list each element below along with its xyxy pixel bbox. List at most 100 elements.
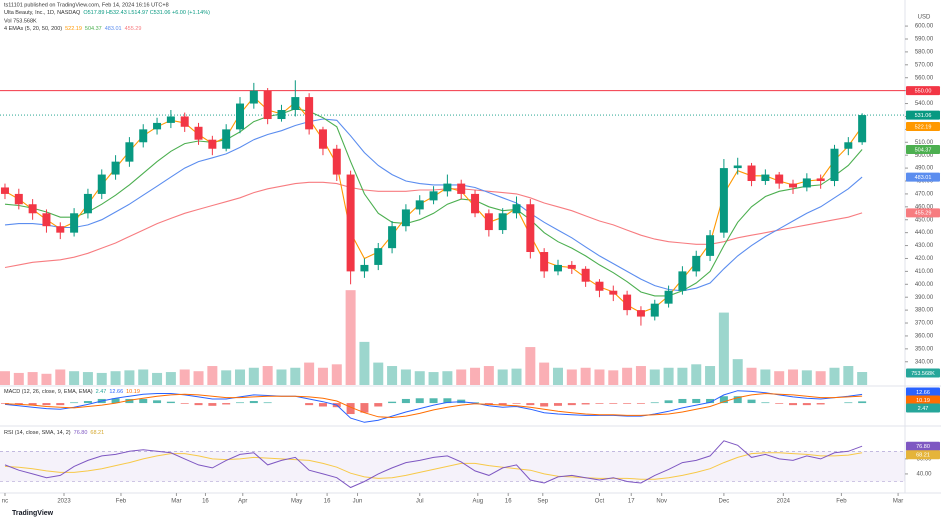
- macd-legend: MACD (12, 26, close, 9, EMA, EMA) 2.47 12.…: [4, 389, 140, 395]
- volume-bar: [511, 368, 522, 385]
- volume-bar: [732, 359, 743, 385]
- title-line: Ulta Beauty, Inc., 1D, NASDAQ O517.89 H53…: [4, 10, 210, 16]
- ema-title: 4 EMAs (5, 20, 50, 200): [4, 26, 62, 32]
- macd-histogram: [623, 403, 632, 404]
- macd-histogram: [609, 403, 618, 404]
- x-tick-label: Feb: [116, 499, 127, 505]
- macd-histogram: [733, 396, 742, 404]
- ema-badge-bg: [906, 172, 940, 182]
- macd-histogram: [125, 398, 134, 404]
- rsi-badge-bg: [906, 441, 940, 451]
- macd-histogram: [581, 403, 590, 405]
- x-tick-label: 2023: [57, 499, 71, 505]
- volume-bar: [387, 366, 398, 385]
- candle-body: [429, 191, 438, 201]
- volume-bar: [552, 367, 563, 385]
- candle-body: [789, 183, 798, 188]
- macd-histogram: [153, 400, 162, 404]
- volume-bar: [566, 369, 577, 385]
- candle-body: [305, 97, 314, 130]
- volume-bar: [13, 372, 24, 385]
- candle-body: [415, 200, 424, 210]
- candle-body: [553, 264, 562, 272]
- macd-histogram: [553, 403, 562, 406]
- volume-bar: [829, 367, 840, 385]
- macd-histogram: [443, 398, 452, 404]
- x-tick-label: Aug: [472, 499, 483, 505]
- macd-histogram: [678, 398, 687, 404]
- candle-body: [0, 187, 9, 194]
- candle-body: [277, 109, 286, 120]
- volume-bar: [165, 372, 176, 385]
- y-tick-label: 570.00: [915, 62, 934, 68]
- last-price-badge: 531.06: [915, 113, 932, 119]
- volume-bar: [152, 372, 163, 385]
- macd-histogram: [166, 401, 175, 404]
- candle-body: [56, 226, 65, 233]
- macd-histogram: [858, 401, 867, 404]
- macd-histogram: [318, 403, 327, 407]
- candle-body: [222, 129, 231, 149]
- candle-body: [844, 142, 853, 149]
- ema-badge: 504.37: [915, 147, 932, 153]
- volume-bar: [110, 371, 121, 385]
- candle-body: [263, 90, 272, 120]
- hline-badge: 550.00: [915, 88, 932, 94]
- macd-histogram: [236, 402, 245, 404]
- candle-body: [83, 193, 92, 214]
- y-tick-label: 390.00: [915, 295, 934, 301]
- volume-bar: [456, 369, 467, 385]
- candle-body: [388, 226, 397, 249]
- y-tick-label: 440.00: [915, 230, 934, 236]
- candle-body: [346, 174, 355, 272]
- y-tick-label: 370.00: [915, 321, 934, 327]
- volume-bar: [691, 364, 702, 385]
- hline-badge-bg: [906, 86, 940, 96]
- rsi-legend: RSI (14, close, SMA, 14, 2) 76.80 68.21: [4, 430, 104, 436]
- candle-body: [471, 193, 480, 214]
- macd-histogram: [222, 403, 231, 405]
- ema-value: 522.19: [65, 26, 82, 32]
- volume-bar: [96, 372, 107, 385]
- volume-bar: [400, 369, 411, 385]
- macd-histogram: [816, 403, 825, 405]
- candle-body: [166, 116, 175, 123]
- rsi-ma-badge: 68.21: [916, 452, 930, 458]
- macd-histogram: [484, 403, 493, 405]
- candle-body: [747, 165, 756, 182]
- ema-badge-bg: [906, 208, 940, 218]
- macd-histogram: [194, 403, 203, 406]
- y-tick-label: 540.00: [915, 101, 934, 107]
- y-tick-label: 350.00: [915, 346, 934, 352]
- y-tick-label: 340.00: [915, 359, 934, 365]
- candle-body: [249, 90, 258, 104]
- macd-histogram: [139, 398, 148, 404]
- macd-histogram: [415, 398, 424, 404]
- volume-bar: [124, 370, 135, 385]
- x-tick-label: 17: [628, 499, 635, 505]
- candle-body: [775, 174, 784, 184]
- macd-value: 12.66: [109, 389, 123, 395]
- ema-badge-bg: [906, 145, 940, 155]
- x-tick-label: Mar: [893, 499, 903, 505]
- x-tick-label: 16: [324, 499, 331, 505]
- macd-histogram: [111, 398, 120, 404]
- x-tick-label: May: [291, 499, 302, 505]
- volume-bar: [359, 341, 370, 385]
- x-tick-label: Jun: [353, 499, 363, 505]
- volume-bar: [27, 372, 38, 385]
- macd-histogram: [692, 398, 701, 404]
- candle-body: [374, 248, 383, 265]
- volume-bar: [497, 369, 508, 385]
- candle-body: [830, 148, 839, 182]
- volume-bar: [677, 367, 688, 385]
- volume-bar: [663, 367, 674, 385]
- ema-badge-bg: [906, 122, 940, 132]
- y-tick-label: 580.00: [915, 49, 934, 55]
- macd-histogram: [0, 403, 9, 404]
- x-tick-label: Dec: [719, 499, 730, 505]
- ema-badge: 522.19: [915, 124, 932, 130]
- candle-body: [70, 213, 79, 233]
- macd-histogram: [249, 401, 258, 404]
